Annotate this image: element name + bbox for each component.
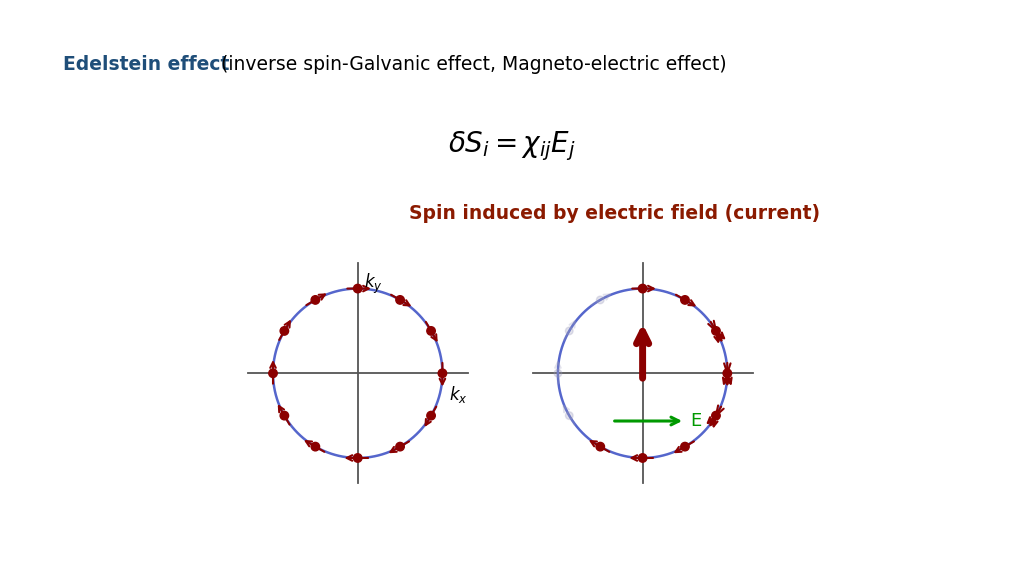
Circle shape [638, 285, 647, 293]
Text: E: E [690, 412, 701, 430]
Circle shape [554, 369, 562, 377]
Circle shape [281, 327, 289, 335]
Circle shape [396, 442, 404, 451]
Text: $k_x$: $k_x$ [449, 384, 467, 405]
Text: Edelstein effect: Edelstein effect [63, 55, 229, 74]
Circle shape [311, 442, 319, 451]
Text: $\delta S_i = \chi_{ij} E_j$: $\delta S_i = \chi_{ij} E_j$ [449, 130, 575, 163]
Circle shape [311, 295, 319, 304]
Circle shape [353, 285, 361, 293]
Circle shape [596, 296, 604, 304]
Circle shape [681, 442, 689, 451]
Circle shape [565, 327, 573, 335]
Circle shape [638, 454, 647, 462]
Circle shape [427, 411, 435, 420]
Circle shape [712, 411, 720, 420]
Circle shape [427, 327, 435, 335]
Circle shape [596, 442, 604, 451]
Circle shape [681, 295, 689, 304]
Circle shape [712, 327, 720, 335]
Text: (inverse spin-Galvanic effect, Magneto-electric effect): (inverse spin-Galvanic effect, Magneto-e… [215, 55, 727, 74]
Text: Spin induced by electric field (current): Spin induced by electric field (current) [409, 204, 820, 223]
Circle shape [268, 369, 278, 377]
Circle shape [438, 369, 446, 377]
Circle shape [281, 411, 289, 420]
Text: $k_y$: $k_y$ [364, 272, 383, 296]
Circle shape [353, 454, 361, 462]
Circle shape [396, 295, 404, 304]
Circle shape [723, 369, 731, 377]
Circle shape [565, 412, 573, 419]
